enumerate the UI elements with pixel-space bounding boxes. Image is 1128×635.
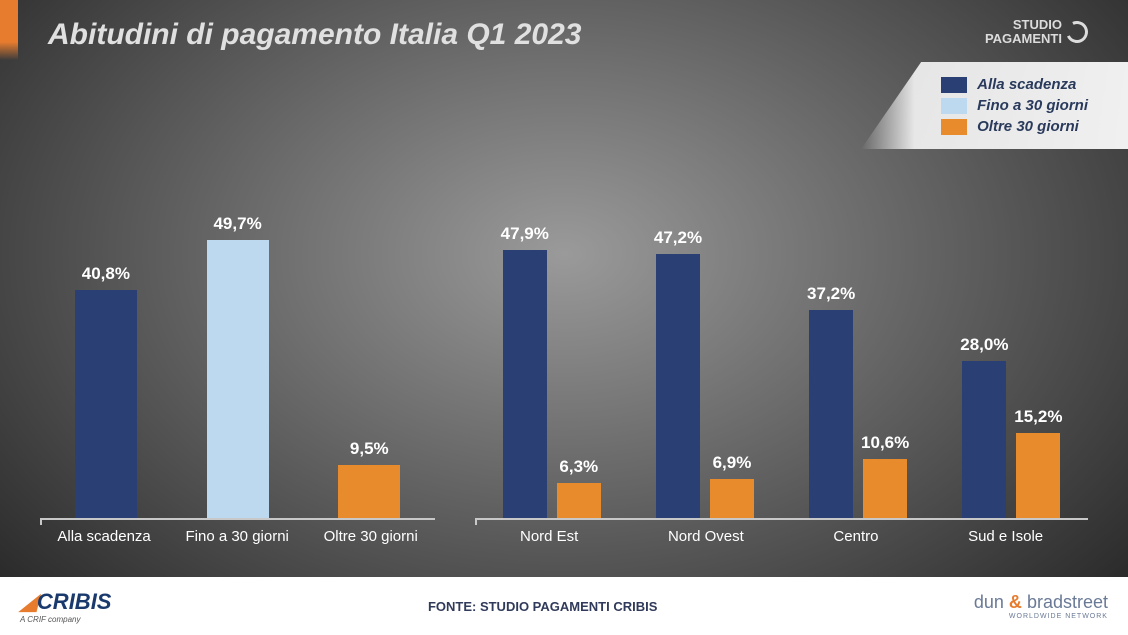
bar: 40,8% — [75, 290, 137, 518]
legend-label: Fino a 30 giorni — [977, 97, 1088, 114]
chart-right: 47,9%6,3%47,2%6,9%37,2%10,6%28,0%15,2% N… — [455, 200, 1108, 570]
bar: 37,2% — [809, 310, 853, 518]
bar-value-label: 49,7% — [213, 214, 261, 234]
footer: ◢CRIBIS A CRIF company FONTE: STUDIO PAG… — [0, 577, 1128, 635]
bar: 10,6% — [863, 459, 907, 518]
bar-group: 40,8% — [75, 290, 137, 518]
dnb-pre: dun — [974, 592, 1004, 612]
legend-label: Alla scadenza — [977, 76, 1076, 93]
bar-group: 28,0%15,2% — [962, 361, 1060, 518]
slide: Abitudini di pagamento Italia Q1 2023 ST… — [0, 0, 1128, 635]
legend-item: Fino a 30 giorni — [941, 97, 1088, 114]
bar-value-label: 37,2% — [807, 284, 855, 304]
cribis-logo-sub: A CRIF company — [20, 615, 111, 624]
legend-label: Oltre 30 giorni — [977, 118, 1079, 135]
chart-left: 40,8% 49,7% 9,5% Alla scadenza Fino a 30 gi… — [20, 200, 455, 570]
legend-swatch — [941, 98, 967, 114]
logo-line1: STUDIO — [1013, 18, 1062, 32]
bar-group: 47,9% 6,3% — [503, 250, 601, 518]
bar-group: 49,7% — [207, 240, 269, 518]
bars-row-right: 47,9%6,3%47,2%6,9%37,2%10,6%28,0%15,2% — [475, 218, 1088, 518]
logo-line2: PAGAMENTI — [985, 32, 1062, 46]
labels-row-left: Alla scadenza Fino a 30 giorni Oltre 30 gi… — [40, 522, 435, 570]
bar-value-label: 15,2% — [1014, 407, 1062, 427]
footer-logo-right: dun & bradstreet WORLDWIDE NETWORK — [974, 592, 1108, 620]
footer-source: FONTE: STUDIO PAGAMENTI CRIBIS — [428, 599, 657, 614]
bar: 9,5% — [338, 465, 400, 518]
category-label: Oltre 30 giorni — [324, 522, 418, 570]
bars-row-left: 40,8% 49,7% 9,5% — [40, 218, 435, 518]
bar-value-label: 47,2% — [654, 228, 702, 248]
legend: Alla scadenza Fino a 30 giorni Oltre 30 gi… — [861, 62, 1128, 149]
page-title: Abitudini di pagamento Italia Q1 2023 — [48, 18, 581, 52]
category-label: Fino a 30 giorni — [185, 522, 288, 570]
accent-bar — [0, 0, 18, 60]
bar: 47,2% — [656, 254, 700, 518]
legend-item: Oltre 30 giorni — [941, 118, 1088, 135]
footer-logo-left: ◢CRIBIS A CRIF company — [20, 589, 111, 624]
category-label: Sud e Isole — [968, 522, 1043, 570]
bar: 6,3% — [557, 483, 601, 518]
bar-value-label: 28,0% — [960, 335, 1008, 355]
legend-swatch — [941, 77, 967, 93]
bar-value-label: 6,3% — [559, 457, 598, 477]
dnb-post: bradstreet — [1027, 592, 1108, 612]
bar-group: 37,2%10,6% — [809, 310, 907, 518]
header: Abitudini di pagamento Italia Q1 2023 ST… — [0, 0, 1128, 52]
bar-value-label: 10,6% — [861, 433, 909, 453]
bar-value-label: 6,9% — [713, 453, 752, 473]
dnb-amp: & — [1009, 592, 1022, 612]
legend-item: Alla scadenza — [941, 76, 1088, 93]
bar: 28,0% — [962, 361, 1006, 518]
top-right-logo: STUDIO PAGAMENTI — [985, 18, 1088, 47]
category-label: Alla scadenza — [57, 522, 150, 570]
bar-value-label: 40,8% — [82, 264, 130, 284]
bar: 49,7% — [207, 240, 269, 518]
bar: 15,2% — [1016, 433, 1060, 518]
baseline-left — [40, 518, 435, 520]
dnb-sub: WORLDWIDE NETWORK — [974, 613, 1108, 620]
labels-row-right: Nord Est Nord Ovest Centro Sud e Isole — [475, 522, 1088, 570]
bar: 6,9% — [710, 479, 754, 518]
category-label: Nord Est — [520, 522, 578, 570]
bar-value-label: 47,9% — [501, 224, 549, 244]
charts-area: 40,8% 49,7% 9,5% Alla scadenza Fino a 30 gi… — [0, 200, 1128, 570]
logo-circle-icon — [1063, 18, 1091, 46]
bar-value-label: 9,5% — [350, 439, 389, 459]
bar: 47,9% — [503, 250, 547, 518]
legend-swatch — [941, 119, 967, 135]
bar-group: 47,2% 6,9% — [656, 254, 754, 518]
baseline-right — [475, 518, 1088, 520]
cribis-logo-text: CRIBIS — [37, 589, 112, 614]
category-label: Nord Ovest — [668, 522, 744, 570]
bar-group: 9,5% — [338, 465, 400, 518]
category-label: Centro — [833, 522, 878, 570]
